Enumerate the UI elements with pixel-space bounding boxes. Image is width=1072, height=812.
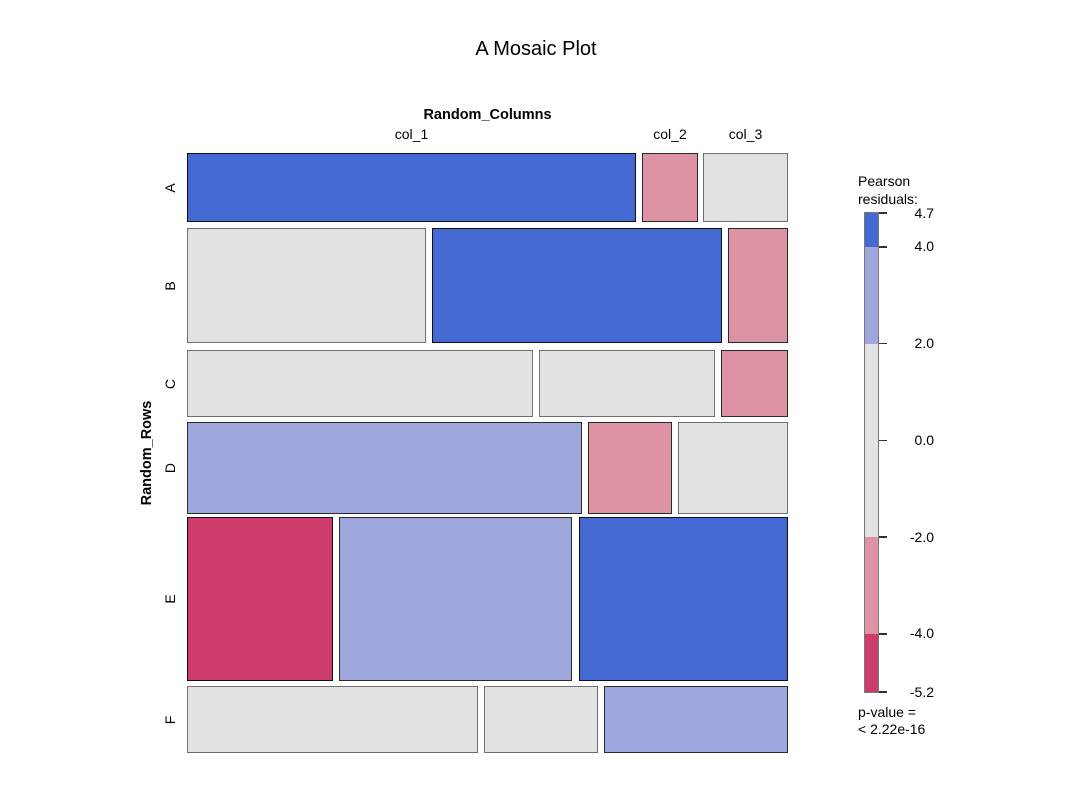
mosaic-cell-B-col_3	[728, 228, 788, 343]
legend-segment-pos_high	[865, 213, 878, 247]
mosaic-cell-C-col_3	[721, 350, 788, 417]
legend-segment-neg_high	[865, 633, 878, 692]
mosaic-cell-D-col_3	[678, 422, 788, 514]
legend-tick--2.0	[879, 536, 887, 538]
row-label-C: C	[162, 378, 178, 389]
column-label-col_1: col_1	[394, 126, 429, 142]
pvalue-line2: < 2.22e-16	[858, 721, 926, 737]
row-label-A: A	[162, 182, 178, 193]
mosaic-cell-D-col_2	[588, 422, 672, 514]
legend-tick-2.0	[879, 342, 887, 345]
mosaic-cell-A-col_1	[187, 153, 636, 222]
legend-tick-4.7	[879, 212, 887, 214]
legend-segment-pos_mid	[865, 246, 878, 344]
legend-tick-label-2.0: 2.0	[914, 335, 934, 352]
legend-tick-label--5.2: -5.2	[909, 683, 934, 700]
legend-bar-outline	[864, 212, 879, 693]
legend-tick-label-4.7: 4.7	[914, 204, 934, 221]
y-axis-title: Random_Rows	[139, 400, 155, 506]
legend-tick-0.0	[879, 439, 887, 442]
legend-tick-label-0.0: 0.0	[914, 431, 934, 448]
x-axis-title: Random_Columns	[423, 107, 552, 123]
row-label-E: E	[162, 594, 178, 604]
mosaic-cell-F-col_1	[187, 686, 478, 753]
row-label-B: B	[162, 280, 178, 291]
mosaic-cell-E-col_2	[339, 517, 572, 681]
mosaic-cell-E-col_3	[579, 517, 788, 681]
legend-tick-label--2.0: -2.0	[909, 528, 934, 545]
mosaic-cell-C-col_2	[539, 350, 715, 417]
legend-pvalue: p-value = < 2.22e-16	[858, 704, 925, 738]
plot-title: A Mosaic Plot	[475, 38, 597, 60]
column-label-col_3: col_3	[728, 126, 763, 142]
legend-title: Pearson residuals:	[858, 172, 918, 208]
mosaic-cell-F-col_3	[604, 686, 788, 753]
mosaic-cell-F-col_2	[484, 686, 598, 753]
legend-tick--4.0	[879, 633, 887, 635]
mosaic-cell-B-col_2	[432, 228, 722, 343]
legend-segment-neutral	[865, 343, 878, 538]
mosaic-cell-E-col_1	[187, 517, 333, 681]
mosaic-cell-A-col_3	[703, 153, 788, 222]
legend-title-line2: residuals:	[858, 191, 918, 207]
legend-title-line1: Pearson	[858, 173, 911, 189]
legend-tick-label-4.0: 4.0	[914, 238, 934, 255]
legend-segment-neg_mid	[865, 537, 878, 634]
mosaic-cell-B-col_1	[187, 228, 426, 343]
row-label-D: D	[162, 462, 178, 474]
mosaic-cell-D-col_1	[187, 422, 582, 514]
mosaic-cell-A-col_2	[642, 153, 698, 222]
row-label-F: F	[162, 715, 178, 724]
mosaic-cell-C-col_1	[187, 350, 533, 417]
legend-tick-4.0	[879, 246, 887, 248]
pvalue-line1: p-value =	[858, 704, 916, 720]
legend-tick--5.2	[879, 691, 887, 693]
column-label-col_2: col_2	[653, 126, 687, 142]
legend-tick-label--4.0: -4.0	[909, 625, 934, 642]
